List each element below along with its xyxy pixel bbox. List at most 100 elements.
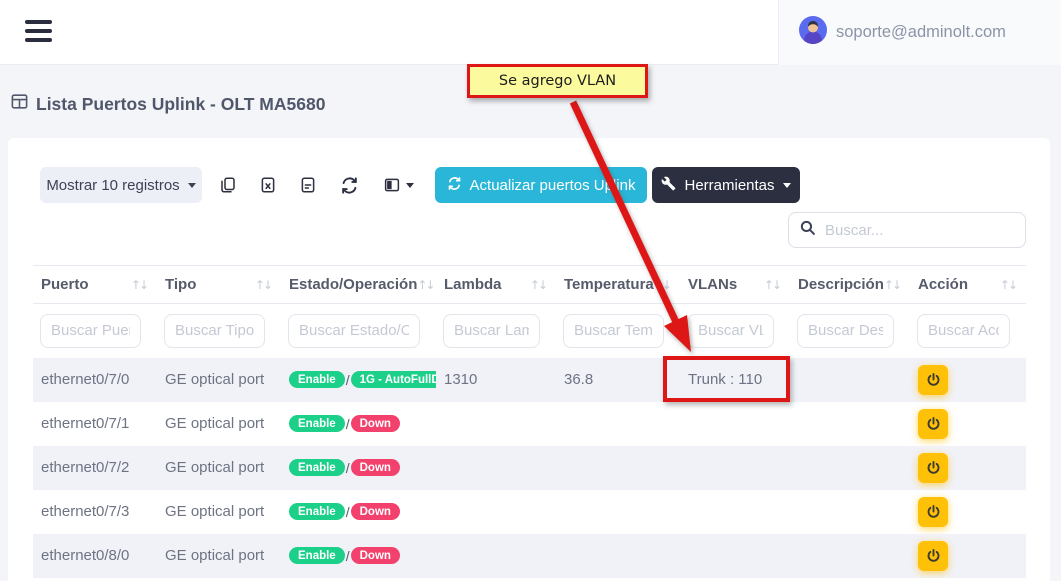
cell-puerto: ethernet0/7/1: [41, 415, 130, 432]
chevron-down-icon: [782, 183, 791, 192]
annotation-text: Se agrego VLAN: [498, 73, 617, 89]
status-badge: Enable: [289, 547, 345, 565]
table-row: ethernet0/7/1 GE optical port Enable Down: [33, 402, 1026, 446]
export-file-button[interactable]: [293, 167, 323, 203]
cell-accion: [910, 402, 1026, 446]
cell-estado: Enable Down: [281, 445, 436, 490]
power-toggle-button[interactable]: [918, 496, 948, 527]
reload-table-button[interactable]: [334, 167, 364, 203]
table-row: ethernet0/7/2 GE optical port Enable Down: [33, 445, 1026, 490]
sort-icon: [131, 278, 147, 292]
column-header-puerto[interactable]: Puerto: [33, 265, 157, 304]
cell-temperatura: [556, 402, 680, 446]
table-row: ethernet0/7/0 GE optical port Enable 1G -…: [33, 357, 1026, 402]
column-header-estado[interactable]: Estado/Operación: [281, 265, 436, 304]
column-header-temperatura[interactable]: Temperatura: [556, 265, 680, 304]
operation-badge: 1G - AutoFullD: [350, 371, 436, 389]
user-menu[interactable]: soporte@adminolt.com: [778, 0, 1061, 65]
cell-lambda: [436, 533, 556, 578]
cell-descripcion: [790, 402, 910, 446]
column-header-accion[interactable]: Acción: [910, 265, 1026, 304]
cell-descripcion: [790, 533, 910, 578]
page-length-select[interactable]: Mostrar 10 registros: [40, 167, 202, 203]
column-header-descripcion[interactable]: Descripción: [790, 265, 910, 304]
export-excel-button[interactable]: [253, 167, 283, 203]
filter-row: [33, 304, 1026, 358]
badge-separator: [346, 548, 350, 564]
cell-tipo: GE optical port: [165, 415, 265, 432]
cell-accion: [910, 490, 1026, 534]
cell-lambda: [436, 445, 556, 490]
sort-icon: [530, 278, 546, 292]
filter-puerto-input[interactable]: [40, 313, 141, 348]
cell-temperatura: [556, 445, 680, 490]
sort-icon: [417, 278, 433, 292]
header-row: Puerto Tipo Estado/Operación Lambda Temp…: [33, 265, 1026, 304]
search-icon: [799, 219, 816, 241]
operation-badge: Down: [350, 415, 400, 433]
cell-descripcion: [790, 490, 910, 534]
cell-temperatura: [556, 533, 680, 578]
sort-icon: [255, 278, 271, 292]
cell-descripcion: [790, 445, 910, 490]
cell-accion: [910, 533, 1026, 578]
cell-lambda: [436, 490, 556, 534]
filter-estado-input[interactable]: [288, 313, 420, 348]
cell-puerto: ethernet0/7/2: [33, 445, 157, 490]
power-toggle-button[interactable]: [918, 408, 948, 439]
badge-separator: [346, 372, 350, 388]
cell-tipo: GE optical port: [157, 533, 281, 578]
sort-icon: [654, 278, 670, 292]
page-length-label: Mostrar 10 registros: [46, 176, 180, 194]
chevron-down-icon: [405, 183, 414, 192]
cell-lambda: 1310: [436, 357, 556, 402]
filter-vlans-input[interactable]: [687, 313, 774, 348]
chevron-down-icon: [187, 183, 196, 192]
operation-badge: Down: [350, 547, 400, 565]
cell-descripcion: [790, 357, 910, 402]
sort-icon: [1000, 278, 1016, 292]
power-toggle-button[interactable]: [918, 452, 948, 483]
table-grid-icon: [10, 92, 29, 116]
cell-vlans: [680, 445, 790, 490]
cell-tipo: GE optical port: [157, 357, 281, 402]
sort-icon: [884, 278, 900, 292]
column-header-tipo[interactable]: Tipo: [157, 265, 281, 304]
table-row: ethernet0/8/0 GE optical port Enable Down: [33, 533, 1026, 578]
column-header-vlans[interactable]: VLANs: [680, 265, 790, 304]
tools-dropdown-button[interactable]: Herramientas: [652, 167, 800, 203]
cell-estado: Enable Down: [281, 533, 436, 578]
column-visibility-button[interactable]: [375, 167, 421, 203]
cell-vlans: [680, 533, 790, 578]
filter-descripcion-input[interactable]: [797, 313, 894, 348]
cell-puerto: ethernet0/7/0: [33, 357, 157, 402]
column-header-lambda[interactable]: Lambda: [436, 265, 556, 304]
filter-lambda-input[interactable]: [443, 313, 540, 348]
search-input[interactable]: [825, 221, 1024, 239]
uplink-ports-table: Puerto Tipo Estado/Operación Lambda Temp…: [33, 265, 1026, 578]
copy-button[interactable]: [213, 167, 243, 203]
cell-puerto: ethernet0/8/0: [33, 533, 157, 578]
cell-estado: Enable Down: [281, 402, 436, 446]
filter-tipo-input[interactable]: [164, 313, 265, 348]
badge-separator: [346, 504, 350, 520]
status-badge: Enable: [289, 459, 345, 477]
user-email: soporte@adminolt.com: [836, 23, 1006, 41]
cell-vlans: [680, 490, 790, 534]
operation-badge: Down: [350, 503, 400, 521]
cell-lambda: [436, 402, 556, 446]
menu-toggle-icon[interactable]: [25, 20, 52, 45]
filter-temperatura-input[interactable]: [563, 313, 664, 348]
global-search: [788, 212, 1026, 248]
cell-puerto: ethernet0/7/3: [41, 503, 130, 520]
operation-badge: Down: [350, 459, 400, 477]
update-uplink-ports-button[interactable]: Actualizar puertos Uplink: [435, 167, 647, 203]
cell-vlans: [680, 402, 790, 446]
power-toggle-button[interactable]: [918, 364, 948, 395]
filter-accion-input[interactable]: [917, 313, 1010, 348]
power-toggle-button[interactable]: [918, 540, 948, 571]
update-uplink-ports-label: Actualizar puertos Uplink: [469, 176, 636, 194]
cell-estado: Enable Down: [281, 490, 436, 534]
tools-dropdown-label: Herramientas: [684, 176, 775, 194]
